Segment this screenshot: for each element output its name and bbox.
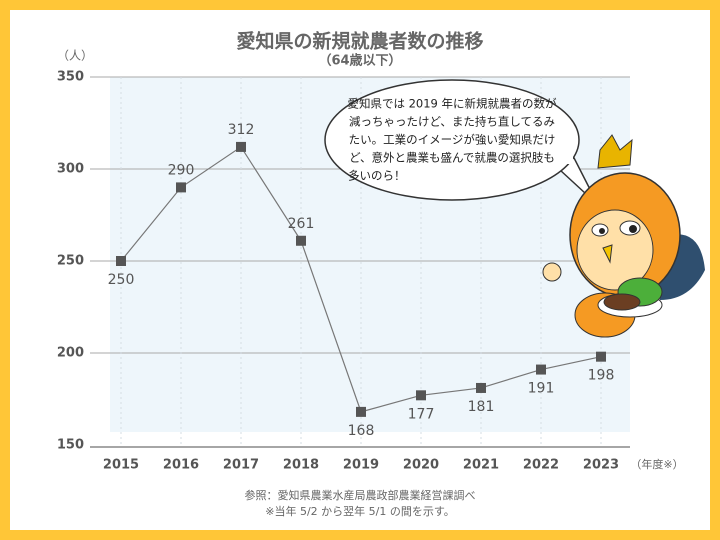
value-label: 261 (288, 216, 315, 232)
y-tick-label: 150 (57, 438, 84, 453)
source-note: 参照：愛知県農業水産局農政部農業経営課調べ (245, 488, 476, 502)
y-tick-label: 250 (57, 254, 84, 269)
x-tick-label: 2015 (103, 458, 139, 473)
bubble (324, 79, 580, 201)
chart-subtitle: （64歳以下） (318, 53, 401, 69)
marker (536, 364, 546, 375)
mascot-hand (542, 262, 562, 282)
marker (236, 141, 246, 152)
x-tick-label: 2019 (343, 458, 379, 473)
bubble-text: ど、意外と農業も盛んで就農の選択肢も (349, 151, 555, 165)
marker (176, 182, 186, 193)
marker (116, 256, 126, 266)
marker (356, 406, 366, 417)
mascot-pupil (599, 228, 605, 234)
x-tick-label: 2023 (583, 458, 619, 473)
value-label: 181 (468, 399, 495, 415)
value-label: 168 (348, 423, 375, 439)
y-tick-label: 300 (57, 162, 84, 177)
x-tick-label: 2020 (403, 458, 439, 473)
x-tick-label: 2016 (163, 458, 199, 473)
x-tick-label: 2022 (523, 458, 559, 473)
value-label: 312 (228, 122, 255, 138)
bubble-text: 愛知県では 2019 年に新規就農者の数が (347, 97, 557, 111)
x-tick-label: 2018 (283, 458, 319, 473)
marker (596, 351, 606, 362)
y-axis-label: （人） (57, 49, 93, 63)
y-tick-label: 200 (57, 346, 84, 361)
mascot-crown (597, 134, 633, 169)
x-tick-label: 2021 (463, 458, 499, 473)
chart-title: 愛知県の新規就農者数の推移 (236, 30, 483, 53)
x-tick-label: 2017 (223, 458, 259, 473)
bubble-text: たい。工業のイメージが強い愛知県だけ (349, 133, 556, 147)
value-label: 290 (168, 162, 195, 178)
value-label: 177 (408, 406, 435, 422)
value-label: 250 (108, 272, 135, 288)
mascot (542, 134, 705, 338)
marker (416, 390, 426, 401)
bubble-text: 減っちゃったけど、また持ち直してるみ (349, 115, 555, 129)
marker (476, 382, 486, 393)
mascot-beak (602, 244, 613, 264)
bubble-text: 多いのら！ (348, 169, 406, 183)
x-axis-label: （年度※） (630, 457, 683, 471)
bubble-joint (555, 150, 573, 164)
value-label: 191 (528, 381, 555, 397)
marker (296, 235, 306, 246)
mascot-pupil (629, 225, 637, 233)
y-tick-label: 350 (57, 70, 84, 85)
meat (603, 293, 641, 311)
period-note: ※当年 5/2 から翌年 5/1 の間を示す。 (265, 504, 455, 518)
value-label: 198 (588, 368, 615, 384)
